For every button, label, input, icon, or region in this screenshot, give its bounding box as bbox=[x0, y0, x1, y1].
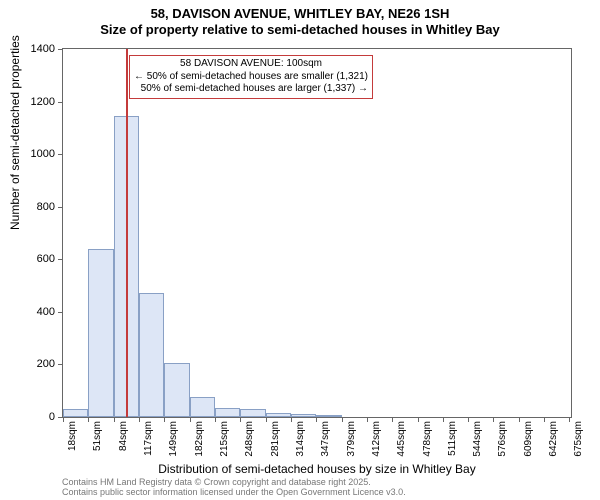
y-axis-label: Number of semi-detached properties bbox=[8, 35, 22, 230]
x-tick-label: 314sqm bbox=[295, 421, 306, 457]
x-tick-label: 642sqm bbox=[548, 421, 559, 457]
x-tick-mark bbox=[63, 417, 64, 422]
histogram-bar bbox=[139, 293, 164, 417]
x-tick-label: 445sqm bbox=[396, 421, 407, 457]
x-tick-label: 215sqm bbox=[219, 421, 230, 457]
y-tick-label: 1400 bbox=[31, 43, 55, 55]
y-tick-label: 800 bbox=[37, 201, 55, 213]
y-tick-mark bbox=[58, 364, 63, 365]
x-tick-mark bbox=[392, 417, 393, 422]
x-tick-mark bbox=[215, 417, 216, 422]
histogram-bar bbox=[88, 249, 113, 417]
x-tick-mark bbox=[240, 417, 241, 422]
x-tick-label: 51sqm bbox=[92, 421, 103, 451]
title-main: 58, DAVISON AVENUE, WHITLEY BAY, NE26 1S… bbox=[0, 0, 600, 21]
histogram-bar bbox=[291, 414, 316, 417]
y-tick-mark bbox=[58, 312, 63, 313]
x-tick-label: 412sqm bbox=[371, 421, 382, 457]
x-tick-mark bbox=[544, 417, 545, 422]
x-tick-label: 347sqm bbox=[320, 421, 331, 457]
x-tick-label: 478sqm bbox=[422, 421, 433, 457]
x-tick-mark bbox=[493, 417, 494, 422]
x-tick-mark bbox=[316, 417, 317, 422]
y-tick-label: 200 bbox=[37, 358, 55, 370]
x-tick-label: 609sqm bbox=[523, 421, 534, 457]
x-tick-label: 182sqm bbox=[194, 421, 205, 457]
histogram-bar bbox=[63, 409, 88, 417]
y-tick-label: 400 bbox=[37, 306, 55, 318]
x-tick-mark bbox=[139, 417, 140, 422]
x-tick-label: 379sqm bbox=[346, 421, 357, 457]
histogram-bar bbox=[164, 363, 189, 417]
x-tick-label: 544sqm bbox=[472, 421, 483, 457]
x-tick-mark bbox=[291, 417, 292, 422]
y-tick-mark bbox=[58, 207, 63, 208]
x-tick-label: 281sqm bbox=[270, 421, 281, 457]
x-tick-mark bbox=[88, 417, 89, 422]
title-sub: Size of property relative to semi-detach… bbox=[0, 21, 600, 37]
x-tick-label: 248sqm bbox=[244, 421, 255, 457]
x-tick-mark bbox=[266, 417, 267, 422]
callout-line3: 50% of semi-detached houses are larger (… bbox=[134, 83, 368, 96]
y-tick-mark bbox=[58, 154, 63, 155]
x-tick-label: 149sqm bbox=[168, 421, 179, 457]
y-tick-label: 1000 bbox=[31, 148, 55, 160]
histogram-bar bbox=[215, 408, 240, 417]
histogram-bar bbox=[266, 413, 291, 417]
callout-line2: ← 50% of semi-detached houses are smalle… bbox=[134, 71, 368, 84]
x-axis-label: Distribution of semi-detached houses by … bbox=[62, 462, 572, 476]
y-tick-mark bbox=[58, 102, 63, 103]
y-tick-mark bbox=[58, 49, 63, 50]
x-tick-mark bbox=[367, 417, 368, 422]
x-tick-mark bbox=[569, 417, 570, 422]
x-tick-mark bbox=[114, 417, 115, 422]
chart-container: 58, DAVISON AVENUE, WHITLEY BAY, NE26 1S… bbox=[0, 0, 600, 500]
x-tick-label: 576sqm bbox=[497, 421, 508, 457]
x-tick-label: 117sqm bbox=[143, 421, 154, 456]
x-tick-label: 18sqm bbox=[67, 421, 78, 451]
x-tick-label: 84sqm bbox=[118, 421, 129, 451]
callout-line1: 58 DAVISON AVENUE: 100sqm bbox=[134, 58, 368, 71]
callout-box: 58 DAVISON AVENUE: 100sqm ← 50% of semi-… bbox=[129, 55, 373, 99]
y-tick-mark bbox=[58, 259, 63, 260]
histogram-bar bbox=[316, 415, 341, 417]
x-tick-label: 675sqm bbox=[573, 421, 584, 457]
histogram-bar bbox=[240, 409, 265, 417]
y-tick-label: 1200 bbox=[31, 96, 55, 108]
y-tick-label: 0 bbox=[49, 411, 55, 423]
histogram-bar bbox=[190, 397, 215, 417]
x-tick-mark bbox=[190, 417, 191, 422]
plot-area: 0200400600800100012001400 58 DAVISON AVE… bbox=[62, 48, 572, 418]
x-tick-mark bbox=[519, 417, 520, 422]
x-tick-mark bbox=[418, 417, 419, 422]
x-tick-mark bbox=[443, 417, 444, 422]
x-tick-mark bbox=[468, 417, 469, 422]
footer-line2: Contains public sector information licen… bbox=[62, 488, 406, 498]
reference-line bbox=[126, 49, 128, 417]
x-tick-label: 511sqm bbox=[447, 421, 458, 456]
x-tick-mark bbox=[164, 417, 165, 422]
y-tick-label: 600 bbox=[37, 253, 55, 265]
x-tick-mark bbox=[342, 417, 343, 422]
footer-attribution: Contains HM Land Registry data © Crown c… bbox=[62, 478, 406, 498]
